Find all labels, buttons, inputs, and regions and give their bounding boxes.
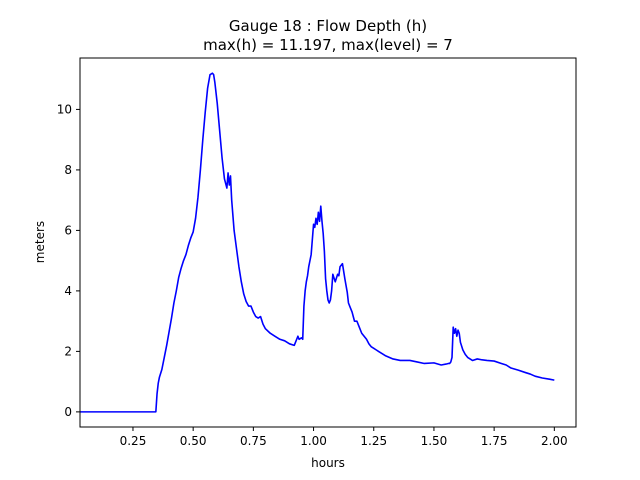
y-tick-label: 4 (64, 284, 72, 298)
x-tick-label: 1.00 (300, 434, 327, 448)
y-tick-label: 6 (64, 223, 72, 237)
x-tick-label: 2.00 (541, 434, 568, 448)
series-line-0 (80, 72, 555, 413)
y-tick-label: 0 (64, 405, 72, 419)
plot-frame (79, 57, 577, 428)
y-tick-label: 8 (64, 163, 72, 177)
x-tick-label: 0.75 (240, 434, 267, 448)
y-tick-label: 2 (64, 344, 72, 358)
chart-subtitle: max(h) = 11.197, max(level) = 7 (203, 36, 453, 54)
chart-title: Gauge 18 : Flow Depth (h) (229, 17, 427, 35)
y-axis: 0 2 4 6 8 10 (57, 102, 80, 419)
x-tick-label: 1.25 (360, 434, 387, 448)
x-tick-label: 0.25 (120, 434, 147, 448)
x-tick-label: 1.50 (421, 434, 448, 448)
y-tick-label: 10 (57, 102, 72, 116)
x-axis-label: hours (311, 456, 345, 470)
x-tick-label: 1.75 (481, 434, 508, 448)
x-tick-label: 0.50 (180, 434, 207, 448)
y-axis-label: meters (33, 221, 47, 263)
x-axis: 0.25 0.50 0.75 1.00 1.25 1.50 1.75 2.00 (120, 427, 568, 448)
plot-area (80, 72, 555, 413)
